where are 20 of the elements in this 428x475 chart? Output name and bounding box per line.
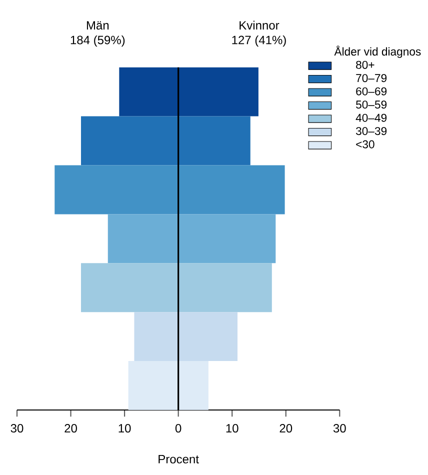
legend-label: 30–39 <box>356 127 387 136</box>
legend-title: Ålder vid diagnos <box>334 46 421 58</box>
x-tick-label: 30 <box>10 424 24 433</box>
legend-label: 40–49 <box>356 114 387 122</box>
x-tick-label: 20 <box>280 424 292 433</box>
legend-label: 50–59 <box>356 100 387 109</box>
x-tick-label: 10 <box>226 424 238 433</box>
x-tick-label: 0 <box>176 424 182 433</box>
text: 184 (59%) <box>70 35 125 47</box>
x-axis-title: Procent <box>158 455 199 464</box>
text: 127 (41%) <box>232 35 286 47</box>
legend-label: 70–79 <box>356 74 387 82</box>
text: Män <box>87 21 109 30</box>
x-tick-label: 20 <box>64 424 78 433</box>
legend-label: <30 <box>356 140 374 148</box>
x-tick-label: 10 <box>118 424 131 433</box>
text: Kvinnor <box>240 20 280 30</box>
legend-label: 80+ <box>356 60 374 69</box>
legend-label: 60–69 <box>356 87 387 96</box>
x-tick-label: 30 <box>334 424 346 433</box>
